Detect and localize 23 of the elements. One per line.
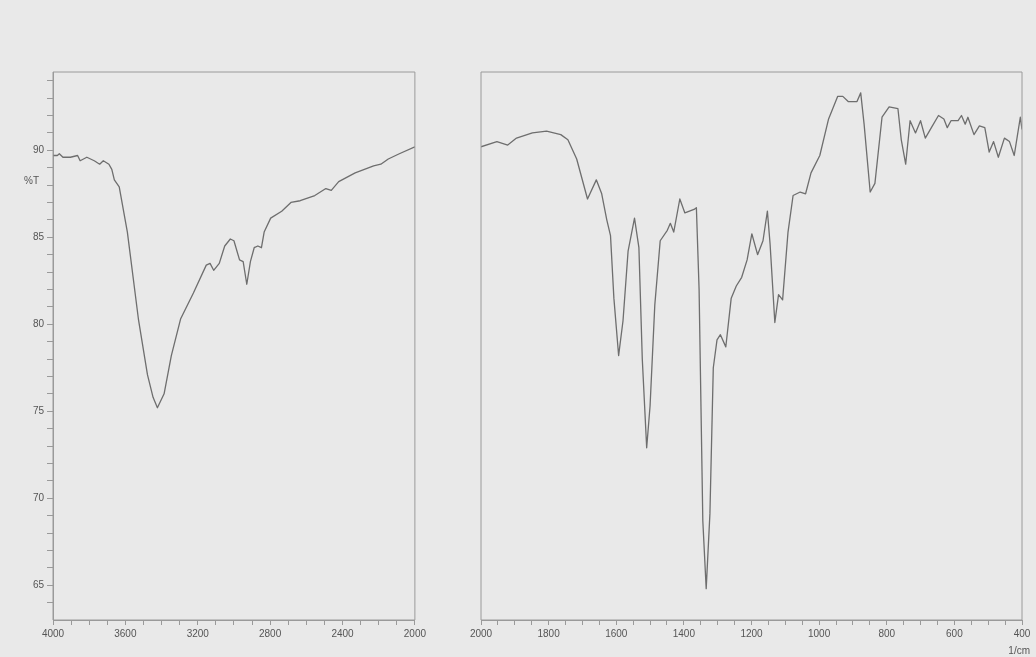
y-tick-label: 75 (32, 404, 45, 416)
x-tick-label: 2800 (259, 627, 282, 639)
y-tick-label: 85 (32, 231, 45, 243)
x-tick-label: 1800 (537, 627, 561, 639)
x-tick-label: 4000 (41, 627, 65, 639)
y-tick-label: 90 (32, 144, 45, 156)
x-tick-label: 1000 (808, 627, 831, 639)
y-tick-label: 70 (32, 491, 45, 503)
y-tick-label: 80 (32, 318, 45, 329)
x-tick-label: 800 (878, 627, 896, 639)
x-tick-label: 2000 (469, 627, 493, 639)
x-tick-label: 1200 (740, 627, 764, 639)
x-tick-label: 600 (946, 627, 964, 639)
x-tick-label: 3200 (186, 627, 210, 639)
x-tick-label: 2000 (403, 627, 427, 639)
x-axis-title: 1/cm (1008, 644, 1030, 656)
x-tick-label: 2400 (331, 627, 355, 639)
x-tick-label: 1400 (672, 627, 696, 639)
y-tick-label: 65 (32, 578, 45, 590)
x-tick-label: 3600 (114, 627, 137, 639)
x-tick-label: 1600 (605, 627, 628, 639)
x-tick-label: 400 (1013, 627, 1031, 639)
y-axis-title: %T (24, 175, 39, 187)
